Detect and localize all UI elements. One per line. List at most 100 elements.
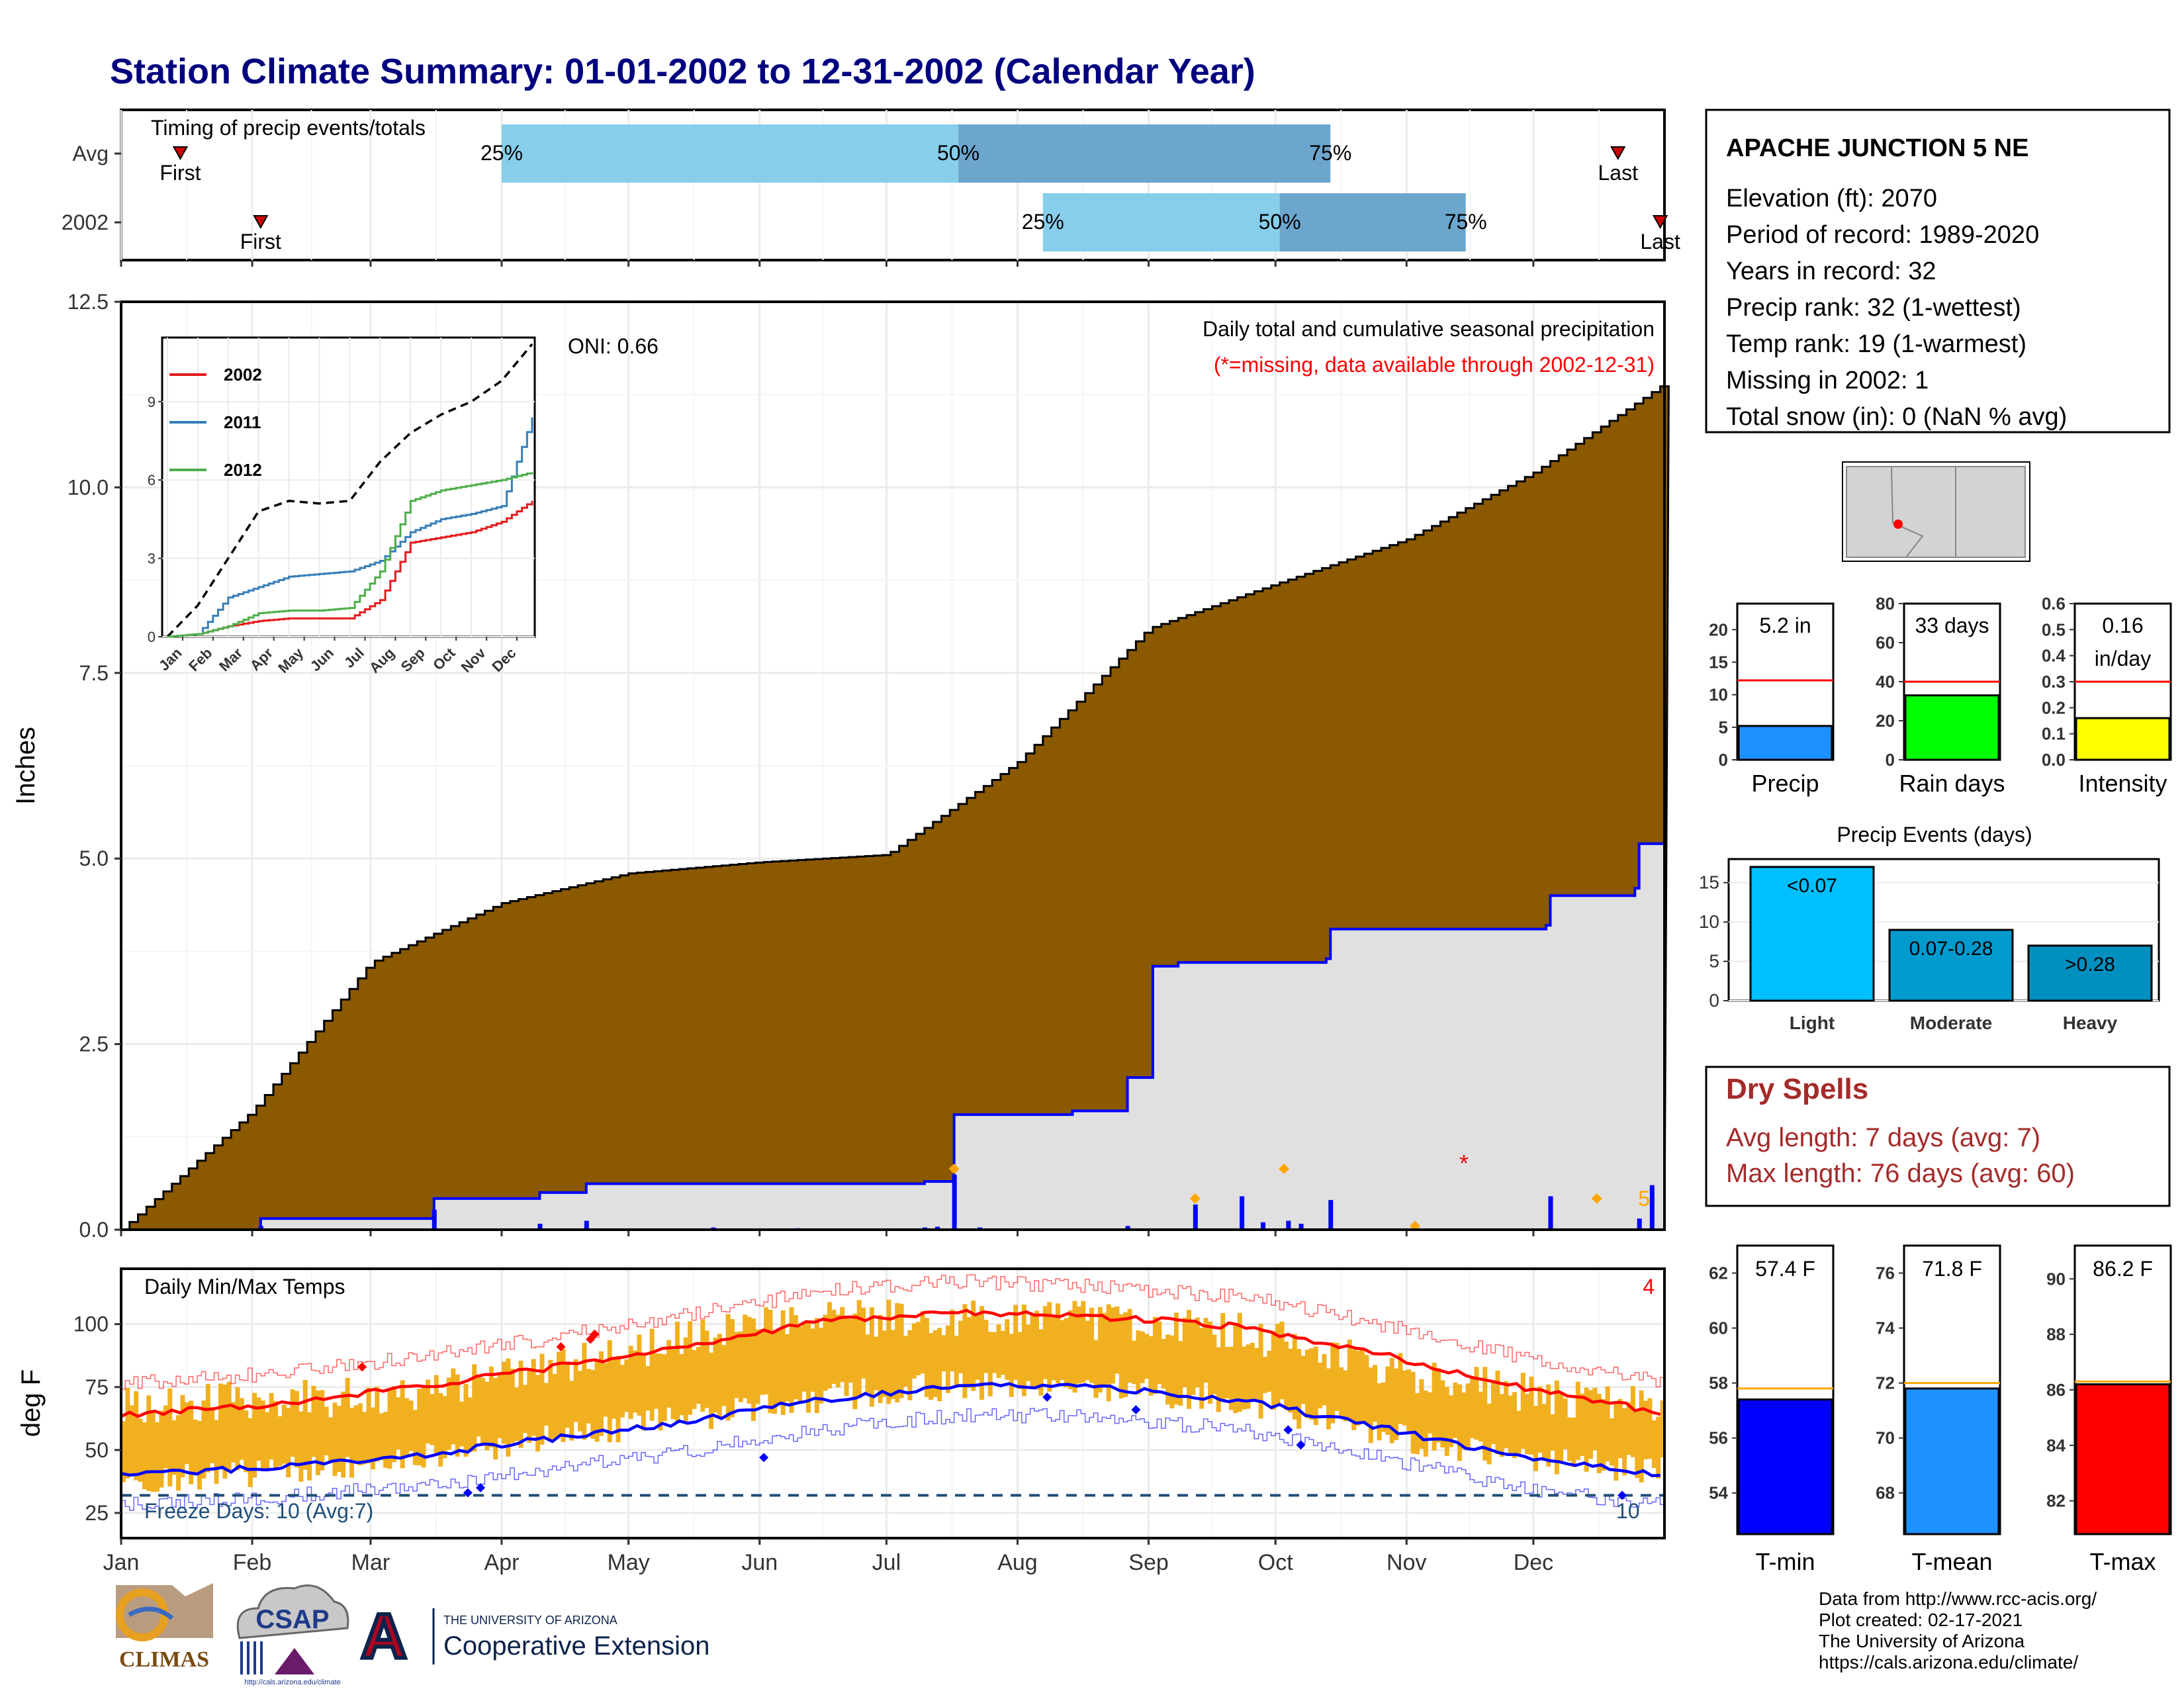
missing-note: (*=missing, data available through 2002-…	[1214, 353, 1655, 377]
daily-temp-bar	[835, 1314, 841, 1388]
daily-temp-bar	[548, 1359, 553, 1441]
daily-temp-bar	[1385, 1366, 1390, 1435]
temp-bar-tick-label: 86	[2046, 1380, 2066, 1400]
daily-temp-bar	[979, 1306, 984, 1400]
daily-temp-bar	[751, 1318, 756, 1421]
daily-temp-bar	[1351, 1349, 1357, 1430]
daily-temp-bar	[895, 1303, 900, 1402]
daily-temp-bar	[755, 1329, 760, 1404]
daily-temp-bar	[134, 1391, 139, 1481]
mini-bar-tick-label: 0	[1886, 750, 1895, 770]
daily-temp-bar	[975, 1315, 980, 1380]
daily-temp-bar	[1254, 1348, 1259, 1401]
timing-q75-label: 75%	[1309, 141, 1351, 165]
daily-temp-bar	[1635, 1410, 1640, 1479]
daily-temp-bar	[1423, 1391, 1428, 1457]
daily-temp-bar	[1258, 1324, 1263, 1419]
daily-temp-bar	[1195, 1317, 1200, 1388]
mini-bar-tick-label: 0.3	[2042, 672, 2066, 692]
daily-temp-bar	[1051, 1317, 1056, 1381]
timing-label: Timing of precip events/totals	[151, 116, 426, 140]
daily-temp-bar	[1275, 1324, 1281, 1405]
temp-bar-tick-label: 54	[1709, 1483, 1728, 1503]
daily-temp-bar	[235, 1387, 240, 1471]
csap-logo: CSAP http://cals.arizona.edu/climate	[236, 1584, 349, 1686]
daily-temp-bar	[916, 1322, 921, 1376]
month-label: Feb	[233, 1550, 272, 1575]
daily-temp-bar	[878, 1314, 883, 1403]
daily-temp-bar	[578, 1371, 583, 1432]
precip-events-title: Precip Events (days)	[1837, 823, 2032, 846]
daily-temp-bar	[1482, 1367, 1488, 1461]
daily-temp-bar	[1339, 1367, 1344, 1417]
csap-cloud-icon	[236, 1584, 349, 1639]
temp-bar-t-min: 54 56 58 60 62 57.4 F T-min	[1709, 1244, 1835, 1575]
daily-temp-bar	[1017, 1332, 1023, 1389]
daily-temp-bar	[1021, 1304, 1026, 1396]
daily-temp-bar	[366, 1387, 371, 1463]
record-high-marker	[357, 1362, 367, 1372]
inset-legend-label: 2002	[224, 365, 262, 385]
footer-credits: Data from http://www.rcc-acis.org/Plot c…	[1819, 1588, 2097, 1672]
daily-temp-bar	[1081, 1301, 1086, 1383]
daily-temp-bar	[890, 1330, 895, 1399]
inset-legend: 2002 2011 2012	[169, 365, 262, 480]
daily-temp-bar	[1127, 1308, 1132, 1383]
page-title: Station Climate Summary: 01-01-2002 to 1…	[110, 52, 1255, 91]
footer-line: https://cals.arizona.edu/climate/	[1819, 1652, 2078, 1672]
daily-temp-bar	[637, 1334, 642, 1416]
daily-temp-bar	[1601, 1398, 1606, 1471]
temp-bar-tick-label: 56	[1709, 1428, 1728, 1448]
daily-precip-bar	[1240, 1196, 1245, 1230]
daily-precip-bar	[432, 1209, 437, 1230]
daily-temp-bar	[649, 1328, 655, 1421]
daily-temp-bar	[1478, 1391, 1483, 1442]
daily-temp-bar	[704, 1330, 709, 1408]
daily-precip-bar	[1261, 1222, 1266, 1230]
inset-y-tick-label: 3	[148, 551, 156, 567]
daily-temp-bar	[336, 1406, 341, 1472]
mini-bar-tick-label: 0	[1719, 750, 1728, 770]
daily-temp-bar	[294, 1391, 299, 1468]
timing-row-label: 2002	[62, 210, 109, 234]
daily-temp-bar	[214, 1420, 219, 1484]
daily-temp-bar	[324, 1406, 329, 1455]
timing-y-axis: Avg 2002	[62, 142, 121, 234]
daily-temp-bar	[1592, 1387, 1598, 1451]
daily-temp-bar	[937, 1328, 942, 1402]
daily-temp-bar	[201, 1400, 206, 1479]
record-max-line	[121, 1274, 1664, 1390]
daily-temp-bar	[142, 1422, 147, 1490]
daily-temp-bar	[328, 1417, 334, 1463]
precip-events-chart: Precip Events (days) 0 5 10 15 <0.07 Light 0.0…	[1699, 823, 2160, 1033]
daily-temp-bar	[1508, 1395, 1513, 1456]
daily-temp-bar	[370, 1407, 375, 1470]
daily-temp-bar	[670, 1349, 676, 1420]
daily-temp-bar	[222, 1384, 228, 1479]
mini-bar-tick-label: 15	[1709, 653, 1728, 672]
daily-temp-bar	[1026, 1324, 1031, 1381]
mini-bar-tick-label: 0.2	[2042, 698, 2066, 717]
precip-subtitle: Daily total and cumulative seasonal prec…	[1203, 317, 1655, 341]
month-label: Dec	[1514, 1550, 1553, 1575]
daily-precip-bar	[952, 1175, 957, 1230]
daily-temp-bar	[1233, 1325, 1238, 1414]
dry-spells-avg: Avg length: 7 days (avg: 7)	[1726, 1123, 2040, 1152]
month-label: Sep	[1128, 1550, 1169, 1575]
daily-temp-bar	[641, 1354, 646, 1431]
daily-temp-bar	[1622, 1408, 1627, 1476]
daily-temp-bar	[801, 1324, 807, 1392]
mini-bar-value-label: 5.2 in	[1759, 614, 1811, 637]
daily-temp-bar	[557, 1351, 562, 1436]
daily-temp-bar	[315, 1391, 320, 1475]
daily-temp-bar	[1123, 1312, 1128, 1397]
daily-temp-bar	[129, 1405, 134, 1474]
month-label: Apr	[484, 1550, 520, 1575]
daily-temp-bar	[396, 1397, 401, 1450]
daily-temp-bar	[1322, 1354, 1327, 1406]
daily-temp-bar	[882, 1330, 887, 1397]
daily-temp-bar	[886, 1299, 891, 1404]
daily-temp-bar	[633, 1350, 638, 1413]
daily-temp-bar	[1474, 1367, 1479, 1440]
